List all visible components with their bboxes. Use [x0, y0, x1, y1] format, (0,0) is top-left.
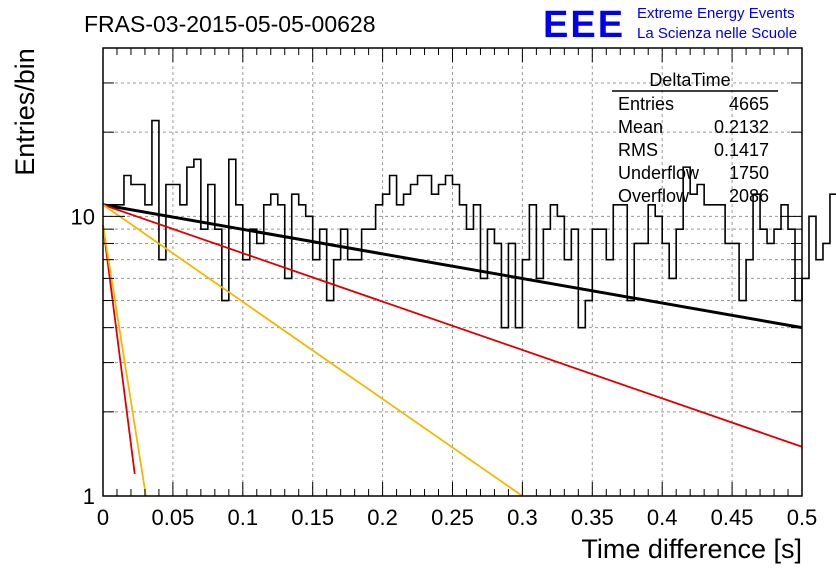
x-tick-label: 0.4 [647, 505, 678, 530]
fit-curve-1 [102, 203, 803, 448]
histogram-outline [103, 119, 836, 329]
stats-label-entries: Entries [618, 94, 674, 114]
fit-curve-4 [102, 225, 147, 497]
fit-curves [102, 203, 803, 497]
x-tick-label: 0.35 [571, 505, 614, 530]
x-tick-label: 0.2 [367, 505, 398, 530]
y-tick-label: 1 [83, 484, 95, 509]
logo-subtitle-line2: La Scienza nelle Scuole [637, 25, 797, 42]
plot-frame [102, 47, 803, 497]
x-tick-label: 0.25 [431, 505, 474, 530]
grid [103, 47, 802, 496]
x-tick-label: 0.1 [228, 505, 259, 530]
histogram [103, 119, 836, 329]
stats-value-underflow: 1750 [729, 163, 769, 183]
fit-curve-0 [102, 203, 803, 330]
stats-box: DeltaTime Entries 4665 Mean 0.2132 RMS 0… [612, 70, 778, 206]
stats-value-mean: 0.2132 [714, 117, 769, 137]
x-tick-label: 0.45 [711, 505, 754, 530]
fit-curve-3 [102, 225, 136, 474]
axes: 0 0.05 0.1 0.15 0.2 0.25 0.3 0.35 0.4 0.45 0.5 1 10 [71, 47, 818, 530]
stats-value-rms: 0.1417 [714, 140, 769, 160]
x-tick-label: 0.3 [507, 505, 538, 530]
stats-label-underflow: Underflow [618, 163, 700, 183]
stats-label-mean: Mean [618, 117, 663, 137]
x-axis-title: Time difference [s] [581, 534, 802, 564]
x-tick-label: 0 [97, 505, 109, 530]
stats-value-overflow: 2086 [729, 186, 769, 206]
run-title: FRAS-03-2015-05-05-00628 [84, 11, 376, 37]
x-tick-label: 0.15 [291, 505, 334, 530]
fit-curve-2 [102, 204, 523, 497]
x-tick-label: 0.5 [787, 505, 818, 530]
stats-value-entries: 4665 [729, 94, 769, 114]
logo-subtitle-line1: Extreme Energy Events [637, 5, 795, 22]
stats-label-overflow: Overflow [618, 186, 690, 206]
eee-logo: EEE [543, 4, 625, 46]
y-axis-title: Entries/bin [10, 48, 40, 176]
y-tick-label: 10 [71, 204, 95, 229]
stats-box-title: DeltaTime [649, 70, 730, 90]
stats-label-rms: RMS [618, 140, 658, 160]
x-tick-label: 0.05 [151, 505, 194, 530]
